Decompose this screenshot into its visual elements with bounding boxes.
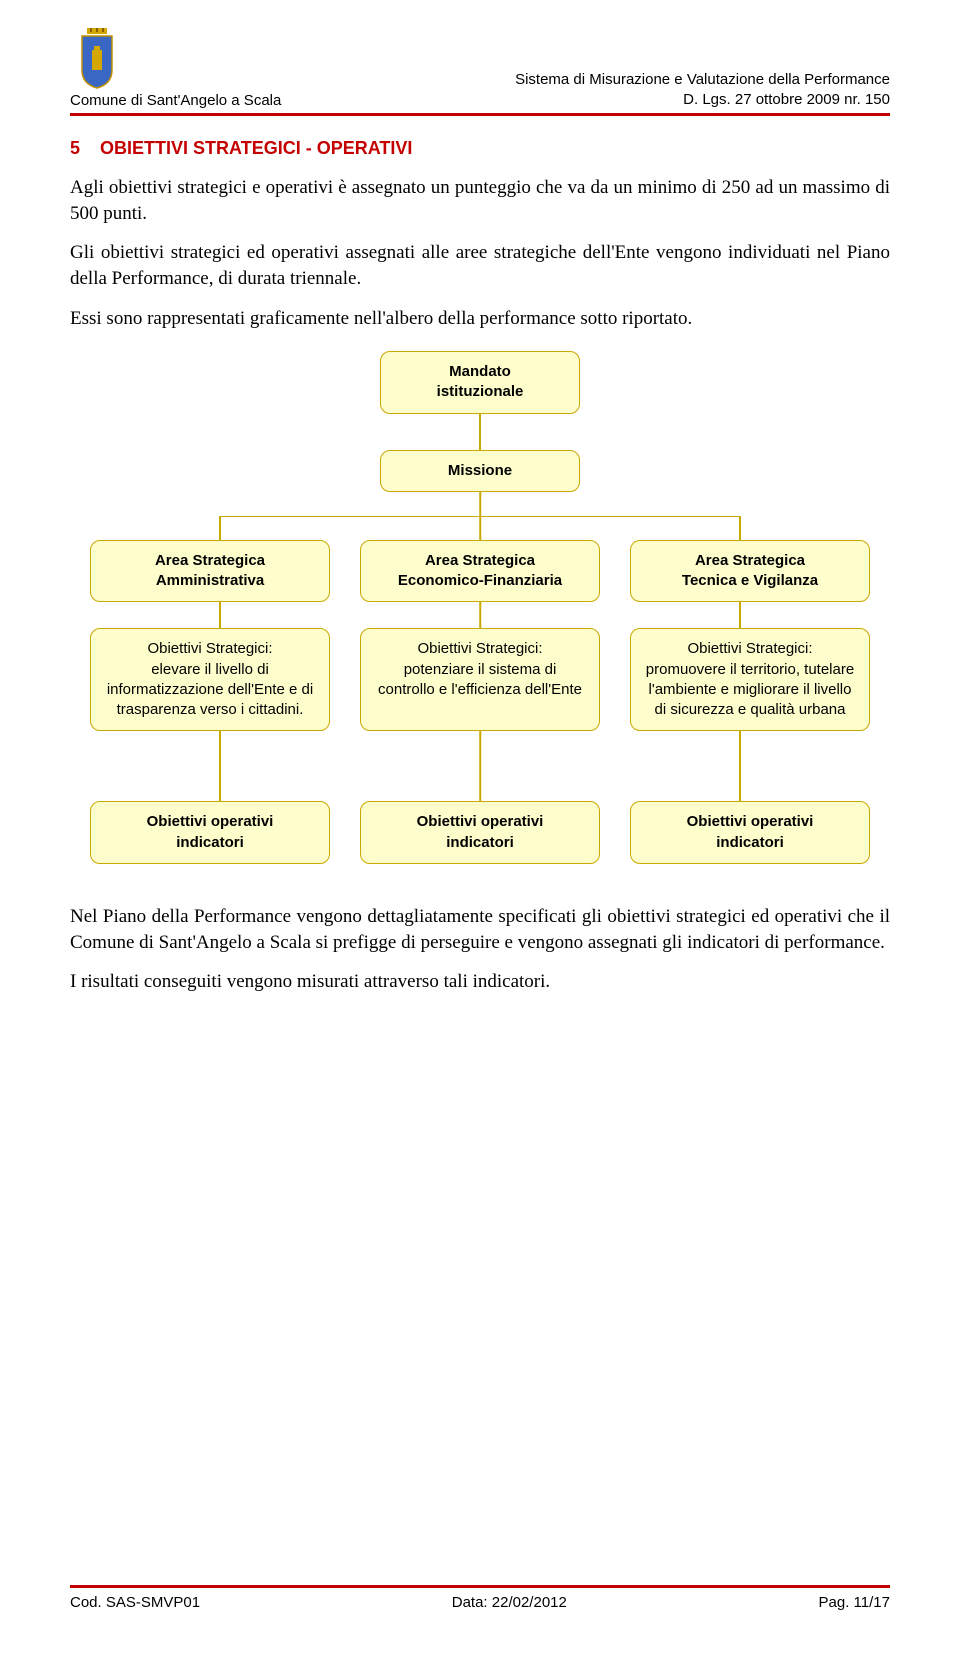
crest-icon (76, 28, 118, 90)
node-area-tecnica-vigilanza: Area Strategica Tecnica e Vigilanza (630, 540, 870, 603)
paragraph-1: Agli obiettivi strategici e operativi è … (70, 175, 890, 226)
node-mandato-l2: istituzionale (395, 382, 565, 402)
footer-divider (70, 1585, 890, 1588)
header-right: Sistema di Misurazione e Valutazione del… (515, 70, 890, 109)
header-divider (70, 113, 890, 116)
footer-data: Data: 22/02/2012 (452, 1594, 567, 1611)
performance-tree-diagram: Mandato istituzionale Missione Area Stra… (90, 351, 870, 864)
connector-drops-1 (90, 602, 870, 628)
paragraph-2: Gli obiettivi strategici ed operativi as… (70, 240, 890, 291)
row-obiettivi-operativi: Obiettivi operativi indicatori Obiettivi… (90, 801, 870, 864)
node-area-amministrativa: Area Strategica Amministrativa (90, 540, 330, 603)
paragraph-3: Essi sono rappresentati graficamente nel… (70, 306, 890, 332)
footer-pag: Pag. 11/17 (819, 1594, 890, 1611)
section-title: 5 OBIETTIVI STRATEGICI - OPERATIVI (70, 138, 890, 159)
node-missione: Missione (380, 450, 580, 492)
node-mandato: Mandato istituzionale (380, 351, 580, 414)
header-title-1: Sistema di Misurazione e Valutazione del… (515, 70, 890, 90)
node-area-economico-finanziaria: Area Strategica Economico-Finanziaria (360, 540, 600, 603)
header-title-2: D. Lgs. 27 ottobre 2009 nr. 150 (515, 90, 890, 110)
header-left: Comune di Sant'Angelo a Scala (70, 28, 281, 109)
section-heading: OBIETTIVI STRATEGICI - OPERATIVI (100, 138, 412, 158)
connector-split (90, 492, 870, 540)
node-obj-operativi-2: Obiettivi operativi indicatori (360, 801, 600, 864)
paragraph-4: Nel Piano della Performance vengono dett… (70, 904, 890, 955)
page-header: Comune di Sant'Angelo a Scala Sistema di… (70, 28, 890, 109)
node-obj-operativi-1: Obiettivi operativi indicatori (90, 801, 330, 864)
node-missione-text: Missione (395, 461, 565, 481)
page-footer: Cod. SAS-SMVP01 Data: 22/02/2012 Pag. 11… (70, 1581, 890, 1611)
node-obj-strategici-1: Obiettivi Strategici: elevare il livello… (90, 628, 330, 731)
paragraph-5: I risultati conseguiti vengono misurati … (70, 969, 890, 995)
connector-drops-2 (90, 731, 870, 801)
comune-label: Comune di Sant'Angelo a Scala (70, 92, 281, 109)
node-obj-strategici-3: Obiettivi Strategici: promuovere il terr… (630, 628, 870, 731)
connector (479, 414, 481, 450)
row-areas: Area Strategica Amministrativa Area Stra… (90, 540, 870, 603)
node-obj-strategici-2: Obiettivi Strategici: potenziare il sist… (360, 628, 600, 731)
footer-cod: Cod. SAS-SMVP01 (70, 1594, 200, 1611)
node-mandato-l1: Mandato (395, 362, 565, 382)
section-number: 5 (70, 138, 80, 158)
node-obj-operativi-3: Obiettivi operativi indicatori (630, 801, 870, 864)
row-obiettivi-strategici: Obiettivi Strategici: elevare il livello… (90, 628, 870, 731)
